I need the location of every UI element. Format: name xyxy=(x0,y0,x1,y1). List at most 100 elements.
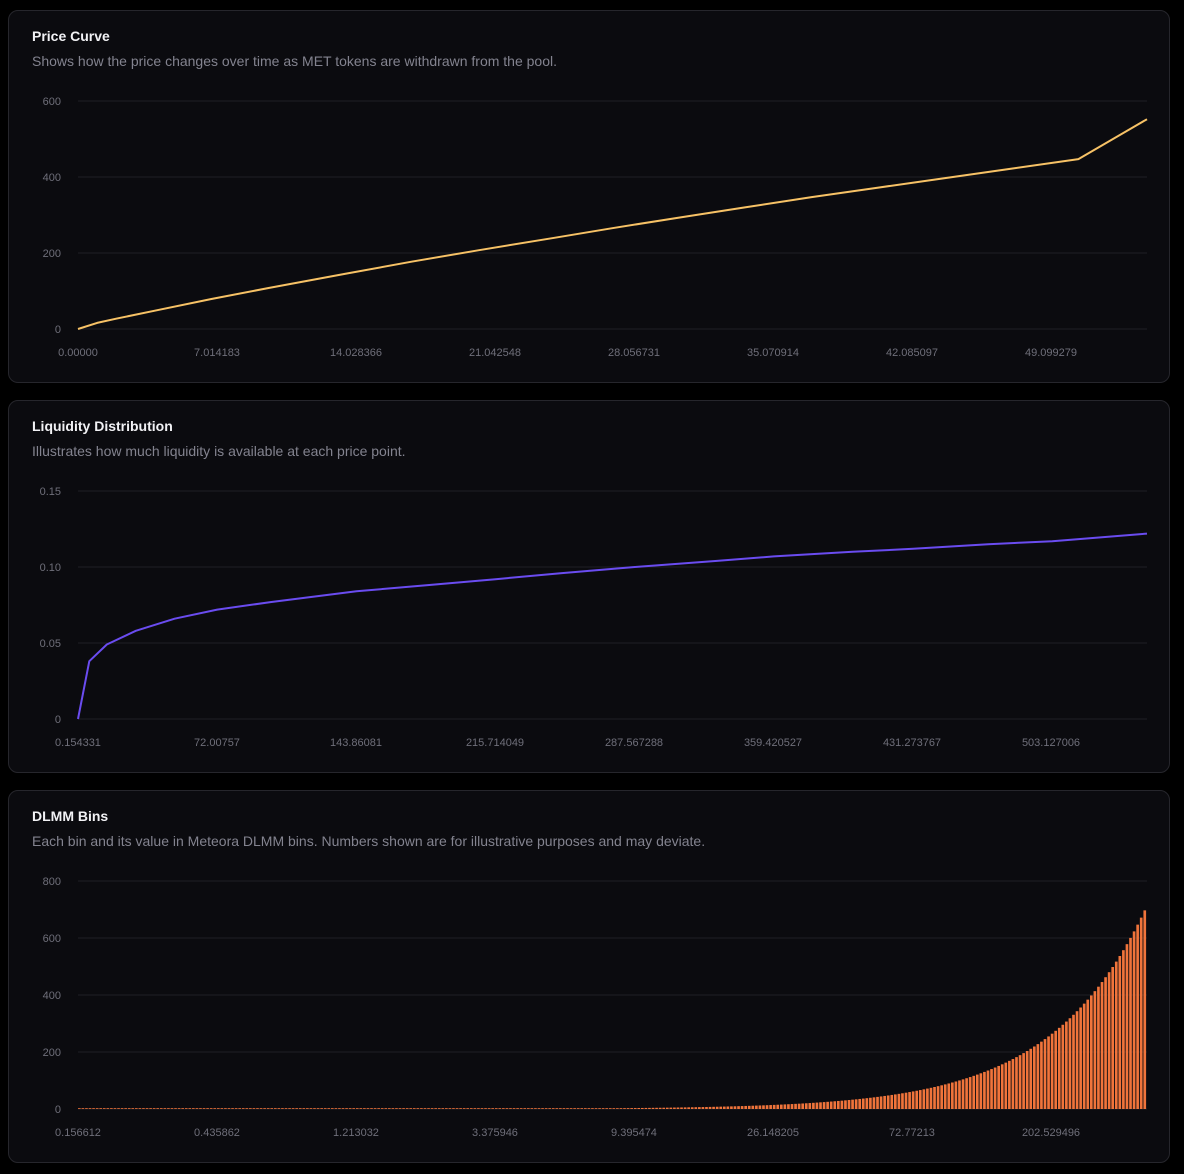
bin-bar xyxy=(601,1108,605,1109)
bin-bar xyxy=(427,1108,430,1109)
bin-bar xyxy=(1061,1024,1065,1109)
x-tick-label: 215.714049 xyxy=(466,737,524,749)
bin-bar xyxy=(904,1092,908,1109)
bin-bar xyxy=(658,1107,662,1109)
bin-bar xyxy=(1050,1033,1054,1109)
chart-description: Shows how the price changes over time as… xyxy=(32,53,557,69)
bin-bar xyxy=(722,1106,726,1109)
bin-bar xyxy=(562,1108,566,1109)
bin-bar xyxy=(1093,991,1097,1109)
y-tick-label: 0 xyxy=(55,324,61,336)
bin-bar xyxy=(355,1108,359,1109)
bin-bar xyxy=(918,1090,922,1109)
bin-bar xyxy=(388,1108,391,1109)
bin-bar xyxy=(327,1108,331,1109)
bin-bar xyxy=(466,1108,470,1109)
bin-bar xyxy=(544,1108,548,1109)
bin-bar xyxy=(323,1108,327,1109)
bin-bar xyxy=(879,1096,883,1109)
bin-bar xyxy=(273,1108,277,1109)
bin-bar xyxy=(366,1108,370,1109)
bin-bar xyxy=(298,1108,302,1109)
bin-bar xyxy=(480,1108,484,1109)
bin-bar xyxy=(712,1106,715,1109)
bin-bar xyxy=(345,1108,348,1109)
chart-title: Price Curve xyxy=(32,28,110,44)
bin-bar xyxy=(598,1108,601,1109)
bin-bar xyxy=(1111,967,1115,1109)
bin-bar xyxy=(886,1095,890,1109)
bin-bar xyxy=(199,1108,202,1109)
chart-title: DLMM Bins xyxy=(32,808,109,824)
bin-bar xyxy=(1043,1039,1047,1109)
bin-bar xyxy=(1008,1060,1011,1109)
bin-bar xyxy=(1104,977,1107,1109)
x-tick-label: 42.085097 xyxy=(886,347,938,359)
bin-bar xyxy=(1075,1011,1079,1109)
bin-bar xyxy=(730,1106,733,1109)
bin-bar xyxy=(95,1108,99,1109)
y-tick-label: 800 xyxy=(43,876,61,888)
bin-bar xyxy=(1068,1018,1072,1109)
y-tick-label: 200 xyxy=(43,1047,61,1059)
x-tick-label: 7.014183 xyxy=(194,347,240,359)
bin-bar xyxy=(573,1108,576,1109)
bin-bar xyxy=(127,1108,131,1109)
bin-bar xyxy=(1000,1064,1004,1109)
bin-bar xyxy=(751,1105,755,1109)
bin-bar xyxy=(747,1105,751,1109)
chart-title: Liquidity Distribution xyxy=(32,418,173,434)
bin-bar xyxy=(434,1108,437,1109)
bin-bar xyxy=(1097,986,1100,1109)
bin-bar xyxy=(316,1108,320,1109)
bin-bar xyxy=(908,1092,911,1109)
bin-bar xyxy=(669,1107,673,1109)
bin-bar xyxy=(1139,917,1143,1109)
x-tick-label: 9.395474 xyxy=(611,1127,657,1139)
bin-bar xyxy=(1132,931,1136,1109)
bin-bar xyxy=(320,1108,323,1109)
bin-bar xyxy=(78,1108,81,1109)
bin-bar xyxy=(359,1108,363,1109)
bin-bar xyxy=(512,1108,516,1109)
bin-bar xyxy=(626,1108,630,1109)
bin-bar xyxy=(491,1108,495,1109)
bin-bar xyxy=(334,1108,338,1109)
bin-bar xyxy=(341,1108,345,1109)
bin-bar xyxy=(81,1108,85,1109)
bin-bar xyxy=(484,1108,487,1109)
x-tick-label: 28.056731 xyxy=(608,347,660,359)
series-line xyxy=(77,532,1148,720)
bin-bar xyxy=(755,1105,758,1109)
bin-bar xyxy=(516,1108,519,1109)
bin-bar xyxy=(569,1108,573,1109)
bin-bar xyxy=(694,1107,698,1109)
bin-bar xyxy=(263,1108,266,1109)
x-tick-label: 21.042548 xyxy=(469,347,521,359)
bin-bar xyxy=(708,1106,712,1109)
bin-bar xyxy=(1029,1048,1033,1109)
bin-bar xyxy=(1136,924,1139,1109)
bin-bar xyxy=(455,1108,459,1109)
bin-bar xyxy=(402,1108,405,1109)
liquidity-distribution-chart: 0 0.05 0.10 0.15 0.154331 72.00757 143.86081 21… xyxy=(40,486,1148,749)
bin-bar xyxy=(181,1108,184,1109)
bin-bar xyxy=(498,1108,502,1109)
bin-bar xyxy=(1122,950,1125,1109)
bin-bar xyxy=(120,1108,124,1109)
bin-bar xyxy=(469,1108,473,1109)
bin-bar xyxy=(676,1107,680,1109)
bin-bar xyxy=(940,1085,943,1109)
bin-bar xyxy=(583,1108,587,1109)
bin-bar xyxy=(534,1108,537,1109)
bin-bar xyxy=(530,1108,534,1109)
x-tick-label: 0.154331 xyxy=(55,737,101,749)
x-tick-label: 3.375946 xyxy=(472,1127,518,1139)
bin-bar xyxy=(648,1107,651,1109)
bin-bar xyxy=(338,1108,341,1109)
bin-bar xyxy=(231,1108,234,1109)
x-tick-label: 202.529496 xyxy=(1022,1127,1080,1139)
bin-bar xyxy=(968,1077,972,1109)
bin-bar xyxy=(398,1108,402,1109)
bin-bar xyxy=(591,1108,594,1109)
